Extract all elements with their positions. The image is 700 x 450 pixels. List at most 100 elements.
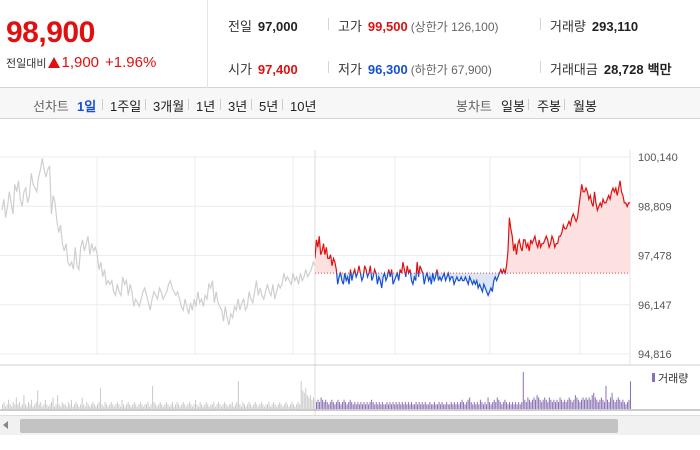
volume-bar: [334, 404, 336, 410]
volume-bar: [2, 404, 3, 410]
volume-bar: [338, 402, 340, 409]
volume-bar: [253, 404, 255, 410]
volume-bar: [616, 399, 618, 409]
volume-bar: [620, 402, 622, 409]
volume-bar: [607, 399, 609, 409]
stat-value: 97,400: [257, 62, 298, 77]
volume-bar: [89, 406, 91, 409]
volume-bar: [561, 399, 563, 409]
volume-bar: [378, 402, 380, 409]
tab-candle-weekly[interactable]: 주봉: [537, 99, 561, 114]
tab-period-1d[interactable]: 1일: [77, 99, 97, 114]
volume-bar: [73, 404, 75, 410]
stat-prev-close: 전일 97,000: [228, 16, 298, 35]
volume-bar: [371, 399, 373, 409]
tab-period-3m[interactable]: 3개월: [153, 99, 185, 114]
volume-bar: [312, 397, 314, 409]
tab-candle-daily[interactable]: 일봉: [501, 99, 525, 114]
volume-bar: [600, 397, 602, 409]
stock-summary-header: 98,900 전일대비 1,900 +1.96% 전일 97,000 고가 99,500…: [0, 0, 700, 88]
volume-bar: [273, 402, 275, 409]
volume-bar: [124, 406, 126, 409]
volume-bar: [44, 399, 46, 409]
divider: [564, 99, 565, 110]
volume-bar: [207, 404, 209, 410]
volume-bar: [66, 406, 68, 409]
volume-bar: [285, 402, 287, 409]
volume-bar: [135, 404, 137, 410]
volume-bar: [610, 397, 612, 409]
divider: [282, 99, 283, 110]
volume-bar: [498, 399, 500, 409]
scroll-thumb[interactable]: [20, 419, 618, 433]
volume-bar: [387, 404, 389, 410]
price-chart: 100,140 98,809 97,478 96,147 94,816 거래량: [0, 150, 700, 415]
volume-bar: [306, 395, 308, 410]
volume-bar: [574, 395, 576, 410]
volume-bar: [628, 399, 630, 409]
scroll-left-icon[interactable]: [3, 421, 8, 429]
tab-period-1y[interactable]: 1년: [196, 99, 216, 114]
stat-low: 저가 96,300 (하한가 67,900): [338, 59, 492, 78]
volume-bar: [63, 404, 65, 410]
volume-bar: [28, 402, 30, 409]
volume-bar: [57, 395, 59, 410]
volume-bar: [366, 402, 368, 409]
volume-bar: [168, 406, 170, 409]
volume-bar: [587, 399, 589, 409]
volume-bar: [222, 404, 224, 410]
divider: [328, 61, 329, 73]
volume-bar: [64, 404, 66, 410]
volume-bar: [365, 404, 367, 410]
volume-bar: [386, 402, 388, 409]
tab-candle-monthly[interactable]: 월봉: [573, 99, 597, 114]
volume-bar: [101, 404, 103, 410]
volume-bar: [418, 402, 420, 409]
volume-bar: [533, 397, 535, 409]
volume-bar: [208, 406, 210, 409]
tab-period-3y[interactable]: 3년: [228, 99, 248, 114]
volume-bar: [617, 397, 619, 409]
volume-bar: [277, 404, 279, 410]
volume-bar: [513, 404, 515, 410]
volume-bar: [551, 402, 553, 409]
tab-period-10y[interactable]: 10년: [290, 99, 317, 114]
volume-bar: [426, 404, 428, 410]
volume-bar: [567, 399, 569, 409]
volume-bar: [178, 404, 180, 410]
volume-bar: [317, 399, 319, 409]
volume-bar: [58, 404, 60, 410]
volume-bar: [286, 404, 288, 410]
current-price: 98,900: [6, 16, 95, 49]
volume-bar: [217, 402, 219, 409]
volume-bar: [247, 404, 249, 410]
volume-bar: [299, 404, 301, 410]
volume-bar: [179, 406, 181, 409]
price-box: 98,900 전일대비 1,900 +1.96%: [0, 0, 208, 88]
volume-bar: [185, 406, 187, 409]
volume-bar: [403, 404, 405, 410]
volume-bar: [240, 406, 242, 409]
volume-bar: [342, 402, 344, 409]
chart-scrollbar[interactable]: [0, 415, 700, 435]
volume-bar: [335, 402, 337, 409]
volume-bar: [576, 397, 578, 409]
volume-bar: [184, 404, 186, 410]
volume-bar: [187, 404, 189, 410]
volume-bar: [195, 399, 196, 409]
volume-bar: [602, 399, 604, 409]
volume-bar: [475, 404, 477, 410]
volume-bar: [279, 402, 281, 409]
volume-bar: [35, 402, 37, 409]
volume-bar: [329, 402, 331, 409]
volume-bar: [257, 406, 259, 409]
volume-bar: [443, 404, 445, 410]
tab-period-5y[interactable]: 5년: [259, 99, 279, 114]
volume-bar: [456, 402, 458, 409]
volume-bar: [205, 402, 207, 409]
volume-bar: [455, 404, 457, 410]
tab-period-1w[interactable]: 1주일: [110, 99, 142, 114]
volume-bar: [98, 402, 100, 409]
volume-bar: [622, 399, 624, 409]
volume-bar: [449, 404, 451, 410]
